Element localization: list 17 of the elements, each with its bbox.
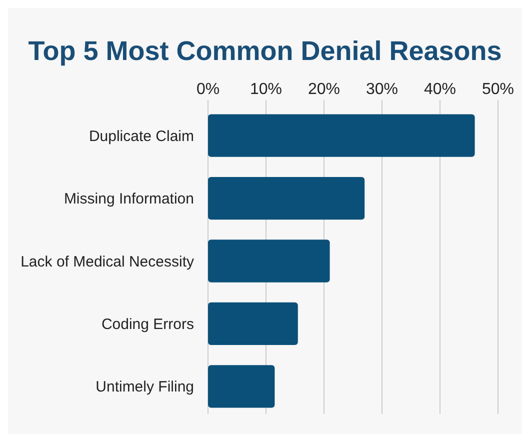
- x-tick-label: 20%: [308, 81, 340, 98]
- y-tick-label: Missing Information: [64, 190, 194, 208]
- bar: [208, 365, 275, 408]
- chart-title: Top 5 Most Common Denial Reasons: [28, 36, 502, 66]
- x-tick-label: 10%: [250, 81, 282, 98]
- bar: [208, 114, 475, 157]
- bar: [208, 302, 298, 346]
- y-tick-label: Duplicate Claim: [88, 128, 194, 145]
- x-tick-label: 50%: [482, 81, 514, 98]
- x-tick-label: 40%: [424, 81, 456, 98]
- y-tick-label: Lack of Medical Necessity: [20, 253, 194, 270]
- x-tick-label: 0%: [196, 81, 220, 98]
- bar: [208, 240, 330, 282]
- y-tick-label: Untimely Filing: [96, 378, 194, 396]
- x-tick-label: 30%: [366, 81, 398, 98]
- bar: [208, 176, 365, 220]
- y-tick-label: Coding Errors: [101, 316, 194, 333]
